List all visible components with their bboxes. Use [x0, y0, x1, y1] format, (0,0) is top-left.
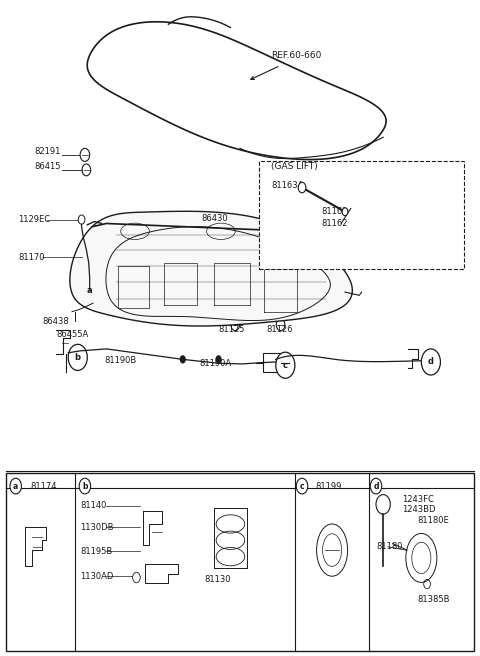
FancyBboxPatch shape — [6, 473, 474, 651]
Circle shape — [216, 356, 221, 363]
Text: 81180E: 81180E — [418, 516, 449, 525]
Text: d: d — [428, 358, 434, 367]
Text: 1129EC: 1129EC — [18, 215, 50, 224]
Circle shape — [298, 182, 306, 193]
Text: 86415: 86415 — [35, 161, 61, 171]
Text: a: a — [87, 285, 93, 295]
Text: 81170: 81170 — [18, 253, 45, 262]
Circle shape — [276, 352, 295, 379]
Text: 81385B: 81385B — [418, 594, 450, 604]
Polygon shape — [87, 22, 386, 159]
Text: 81140: 81140 — [80, 501, 107, 510]
Circle shape — [68, 344, 87, 371]
Text: 81163A: 81163A — [271, 181, 303, 190]
Polygon shape — [70, 211, 352, 326]
Text: 81195B: 81195B — [80, 547, 112, 556]
Text: 82191: 82191 — [35, 147, 61, 156]
Text: 81190A: 81190A — [199, 359, 231, 369]
Text: c: c — [283, 361, 288, 370]
Circle shape — [79, 478, 91, 494]
Circle shape — [10, 478, 22, 494]
Text: 1243FC: 1243FC — [402, 495, 434, 504]
Circle shape — [180, 356, 186, 363]
Text: 81190B: 81190B — [104, 356, 136, 365]
Text: b: b — [75, 353, 81, 362]
Text: 81180: 81180 — [376, 543, 403, 551]
Text: 81126: 81126 — [266, 325, 293, 334]
Text: 81130: 81130 — [204, 575, 231, 584]
Text: a: a — [13, 482, 18, 491]
Circle shape — [370, 478, 382, 494]
Text: d: d — [373, 482, 379, 491]
Text: 81162: 81162 — [321, 219, 348, 228]
Text: b: b — [82, 482, 88, 491]
Text: 86438: 86438 — [42, 317, 69, 326]
Text: 1130DB: 1130DB — [80, 523, 114, 532]
Text: 86430: 86430 — [202, 214, 228, 223]
Text: 81174: 81174 — [30, 482, 57, 491]
Text: 81199: 81199 — [315, 482, 342, 491]
Circle shape — [296, 478, 308, 494]
Text: c: c — [300, 482, 304, 491]
Circle shape — [421, 349, 441, 375]
Text: (GAS LIFT): (GAS LIFT) — [271, 162, 318, 171]
Text: 81125: 81125 — [218, 325, 245, 334]
Text: 1130AD: 1130AD — [80, 572, 113, 581]
Text: 1243BD: 1243BD — [402, 505, 436, 514]
Circle shape — [78, 215, 85, 224]
Text: 86455A: 86455A — [56, 330, 88, 339]
Circle shape — [342, 208, 348, 216]
Text: REF.60-660: REF.60-660 — [271, 51, 322, 60]
Circle shape — [80, 277, 99, 303]
Text: 81161: 81161 — [321, 207, 348, 216]
Circle shape — [132, 572, 140, 583]
FancyBboxPatch shape — [259, 161, 464, 269]
